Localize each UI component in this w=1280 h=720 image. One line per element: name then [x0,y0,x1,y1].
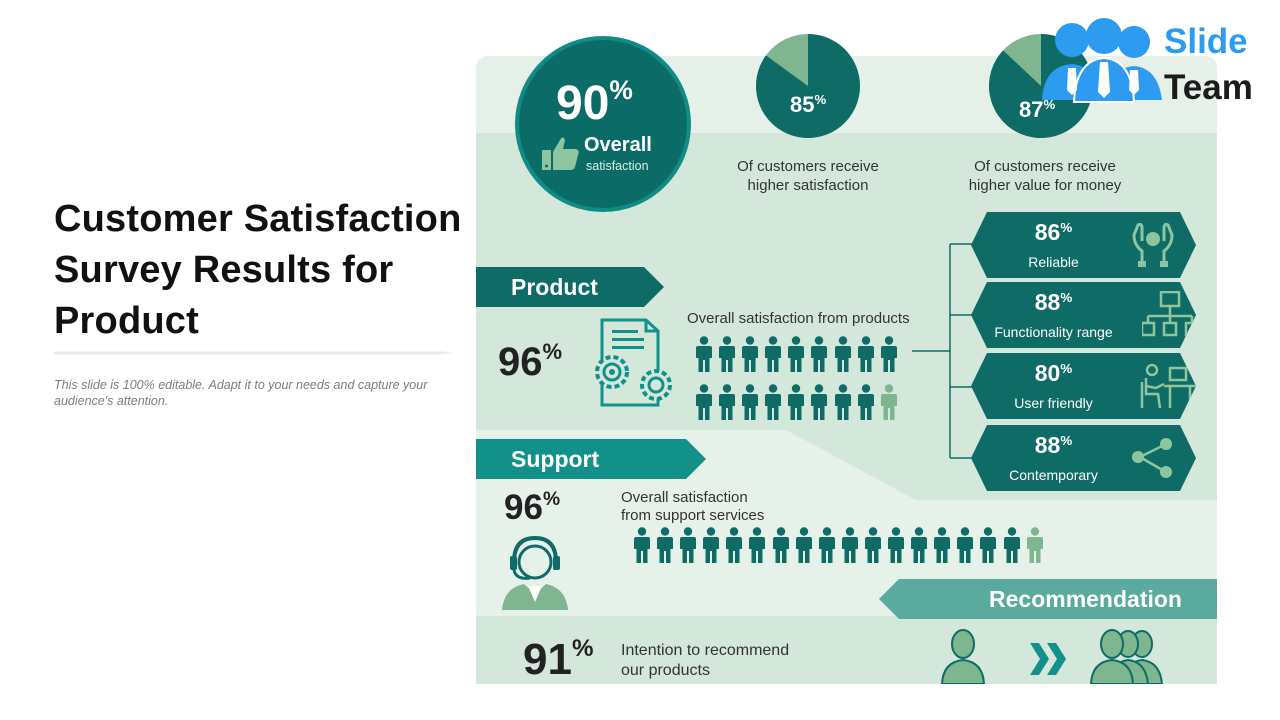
person-pictogram-icon [864,527,882,563]
pie-1-caption: Of customers receive higher satisfaction [737,158,879,194]
double-chevron-icon [1030,643,1068,675]
support-value: 96% [504,488,561,527]
person-pictogram-icon [741,336,759,372]
attribute-functionality-range: 88% Functionality range [971,282,1196,348]
person-pictogram-icon [787,384,805,420]
overall-circle [515,36,691,212]
pie-1-value-slice [756,34,860,138]
person-pictogram-icon [979,527,997,563]
attribute-connector [912,243,978,459]
person-pictogram-icon [956,527,974,563]
recommendation-banner: Recommendation [879,579,1217,619]
person-icon [940,628,986,685]
hierarchy-icon [1142,291,1192,339]
slideteam-logo: Slide Team [1040,18,1270,106]
recommendation-label: Intention to recommend our products [621,642,790,679]
person-pictogram-icon [810,384,828,420]
overall-sublabel: satisfaction [586,159,649,173]
thumbs-up-icon [540,132,582,174]
logo-people-icon [1042,18,1162,103]
share-icon [1128,434,1178,482]
product-banner: Product [476,267,664,307]
pie-2-value: 87% [1019,97,1056,122]
person-pictogram-icon [857,336,875,372]
recommendation-value: 91% [523,634,594,684]
person-pictogram-icon [834,336,852,372]
attribute-reliable: 86% Reliable [971,212,1196,278]
overall-value: 90% [556,75,633,130]
person-pictogram-icon [656,527,674,563]
person-pictogram-icon [772,527,790,563]
product-people-row-1 [695,336,903,372]
person-pictogram-icon [810,336,828,372]
pie-chart-2 [989,34,1093,138]
page-subtitle: This slide is 100% editable. Adapt it to… [54,378,428,408]
person-pictogram-icon [718,336,736,372]
product-people-row-2 [695,384,903,420]
person-pictogram-icon [887,527,905,563]
person-pictogram-icon [834,384,852,420]
person-pictogram-icon [1003,527,1021,563]
pie-2-caption: Of customers receive higher value for mon… [968,158,1122,194]
person-pictogram-icon [787,336,805,372]
person-pictogram-icon [702,527,720,563]
person-pictogram-icon [1026,527,1044,563]
person-pictogram-icon [633,527,651,563]
support-people-row [633,527,1049,563]
hands-care-icon [1128,221,1178,269]
pie-1-value: 85% [790,92,827,117]
person-pictogram-icon [695,336,713,372]
person-pictogram-icon [725,527,743,563]
support-agent-icon [498,532,572,610]
product-value: 96% [498,338,563,385]
pie-2-value-slice [989,34,1093,138]
attribute-user-friendly: 80% User friendly [971,353,1196,419]
person-pictogram-icon [857,384,875,420]
logo-word-team: Team [1164,68,1253,107]
person-pictogram-icon [764,384,782,420]
person-pictogram-icon [880,336,898,372]
page-title: Customer Satisfaction Survey Results for… [54,198,462,342]
person-pictogram-icon [910,527,928,563]
group-icon [1086,628,1166,685]
support-banner: Support [476,439,706,479]
overall-label: Overall [584,134,652,156]
person-pictogram-icon [748,527,766,563]
person-pictogram-icon [880,384,898,420]
person-pictogram-icon [795,527,813,563]
person-pictogram-icon [933,527,951,563]
person-pictogram-icon [841,527,859,563]
desk-user-icon [1140,362,1190,410]
person-pictogram-icon [818,527,836,563]
person-pictogram-icon [718,384,736,420]
person-pictogram-icon [764,336,782,372]
person-pictogram-icon [695,384,713,420]
pie-chart-1 [756,34,860,138]
attribute-contemporary: 88% Contemporary [971,425,1196,491]
product-gears-icon [588,317,678,407]
title-divider [54,351,452,355]
person-pictogram-icon [741,384,759,420]
support-label: Overall satisfaction from support service… [621,489,765,524]
person-pictogram-icon [679,527,697,563]
logo-word-slide: Slide [1164,22,1248,61]
product-label: Overall satisfaction from products [687,310,910,327]
